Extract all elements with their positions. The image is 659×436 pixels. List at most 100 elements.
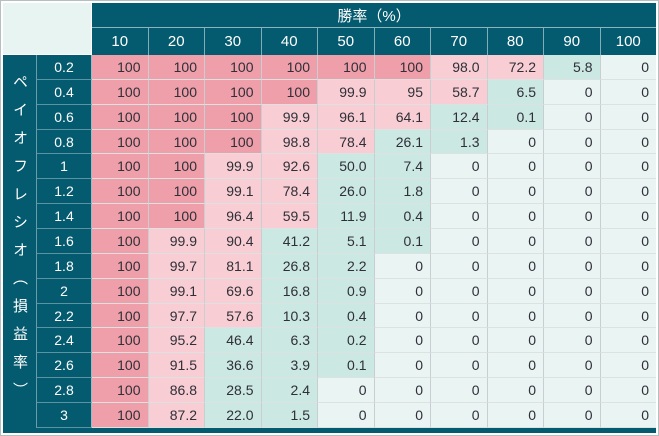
column-header: 30 xyxy=(205,28,262,55)
table-header-block: 勝率（%） 10 20 30 40 50 60 70 80 90 100 xyxy=(3,3,656,55)
data-cell: 96.4 xyxy=(205,204,262,230)
data-cell: 64.1 xyxy=(374,104,431,130)
data-cell: 100 xyxy=(318,55,375,80)
data-cell: 5.1 xyxy=(318,229,375,254)
data-cell: 0 xyxy=(374,353,431,379)
data-cell: 7.4 xyxy=(374,154,431,180)
data-cell: 0 xyxy=(544,378,601,404)
column-header: 100 xyxy=(615,33,641,50)
data-cell: 78.4 xyxy=(261,179,318,205)
data-cell: 1.8 xyxy=(374,179,431,205)
data-cell: 100 xyxy=(92,104,149,130)
data-cell: 0.4 xyxy=(374,204,431,230)
data-cell: 6.5 xyxy=(487,79,544,105)
data-cell: 50.0 xyxy=(318,154,375,180)
data-cell: 1.5 xyxy=(261,403,318,428)
column-header: 70 xyxy=(431,28,488,55)
data-cell: 0 xyxy=(374,278,431,304)
data-cell: 0 xyxy=(487,154,544,180)
data-cell: 81.1 xyxy=(205,253,262,279)
data-cell: 100 xyxy=(92,55,149,80)
data-cell: 100 xyxy=(92,179,149,205)
table-row: 1 100 100 99.9 92.6 50.0 7.4 0 0 0 0 xyxy=(37,154,656,180)
table-row: 1.2 100 100 99.1 78.4 26.0 1.8 0 0 0 0 xyxy=(37,179,656,205)
data-cell: 0 xyxy=(487,328,544,354)
table-body: ペイオフレシオ（損益率） 0.2 100 100 100 100 100 100 98.0 72… xyxy=(3,55,656,428)
row-label: 2 xyxy=(37,278,92,304)
data-cell: 0 xyxy=(600,403,656,428)
data-cell: 12.4 xyxy=(431,104,488,130)
data-cell: 0 xyxy=(544,104,601,130)
data-cell: 90.4 xyxy=(205,229,262,254)
data-cell: 0 xyxy=(431,353,488,379)
data-cell: 0 xyxy=(487,378,544,404)
data-cell: 1.3 xyxy=(431,129,488,155)
data-cell: 0.9 xyxy=(318,278,375,304)
data-cell: 0 xyxy=(487,129,544,155)
table-bottom-border xyxy=(3,428,656,433)
table-grid: 勝率（%） 10 20 30 40 50 60 70 80 90 100 ペイオフレシオ（損益率）… xyxy=(3,3,656,433)
row-label: 2.4 xyxy=(37,328,92,354)
data-cell: 100 xyxy=(92,403,149,428)
data-cell: 58.7 xyxy=(431,79,488,105)
data-cell: 95.2 xyxy=(148,328,205,354)
table-row: 3 100 87.2 22.0 1.5 0 0 0 0 0 0 xyxy=(37,403,656,428)
payoff-ratio-axis-label: ペイオフレシオ（損益率） xyxy=(11,73,28,410)
column-header: 50 xyxy=(318,28,375,55)
data-cell: 100 xyxy=(148,179,205,205)
data-cell: 100 xyxy=(92,253,149,279)
data-cell: 86.8 xyxy=(148,378,205,404)
data-cell: 0 xyxy=(544,328,601,354)
data-cell: 0 xyxy=(431,378,488,404)
column-header: 60 xyxy=(375,28,431,55)
data-cell: 26.8 xyxy=(261,253,318,279)
data-cell: 91.5 xyxy=(148,353,205,379)
data-cell: 0 xyxy=(374,328,431,354)
data-cell: 0 xyxy=(600,104,656,130)
win-rate-header-group: 勝率（%） 10 20 30 40 50 60 70 80 90 100 xyxy=(92,3,656,55)
data-cell: 5.8 xyxy=(544,55,601,80)
data-cell: 0 xyxy=(374,403,431,428)
data-cell: 0.4 xyxy=(318,303,375,329)
table-row: 0.4 100 100 100 100 99.9 95 58.7 6.5 0 0 xyxy=(37,79,656,105)
data-cell: 0 xyxy=(318,403,375,428)
data-cell: 0 xyxy=(431,303,488,329)
table-row: 1.8 100 99.7 81.1 26.8 2.2 0 0 0 0 0 xyxy=(37,253,656,279)
data-cell: 0 xyxy=(544,79,601,105)
data-cell: 0 xyxy=(544,204,601,230)
data-cell: 100 xyxy=(92,229,149,254)
data-cell: 11.9 xyxy=(318,204,375,230)
row-label: 0.6 xyxy=(37,104,92,130)
data-cell: 2.2 xyxy=(318,253,375,279)
data-rows: 0.2 100 100 100 100 100 100 98.0 72.2 5.8 0 0.4 100 1… xyxy=(37,55,656,428)
data-cell: 100 xyxy=(92,79,149,105)
data-cell: 0 xyxy=(374,253,431,279)
row-label: 1 xyxy=(37,154,92,180)
row-label: 2.6 xyxy=(37,353,92,379)
data-cell: 0 xyxy=(487,278,544,304)
row-label: 1.8 xyxy=(37,253,92,279)
data-cell: 99.9 xyxy=(318,79,375,105)
data-cell: 0 xyxy=(544,129,601,155)
data-cell: 28.5 xyxy=(205,378,262,404)
row-label: 0.2 xyxy=(37,55,92,80)
data-cell: 0.1 xyxy=(374,229,431,254)
column-header: 10 xyxy=(92,28,149,55)
data-cell: 0 xyxy=(600,79,656,105)
data-cell: 92.6 xyxy=(261,154,318,180)
data-cell: 46.4 xyxy=(205,328,262,354)
data-cell: 99.1 xyxy=(148,278,205,304)
column-header: 80 xyxy=(488,28,544,55)
data-cell: 0 xyxy=(487,204,544,230)
data-cell: 100 xyxy=(92,328,149,354)
data-cell: 0 xyxy=(487,403,544,428)
data-cell: 0 xyxy=(600,378,656,404)
data-cell: 0 xyxy=(544,303,601,329)
data-cell: 100 xyxy=(92,303,149,329)
data-cell: 99.9 xyxy=(261,104,318,130)
row-label: 1.2 xyxy=(37,179,92,205)
data-cell: 96.1 xyxy=(318,104,375,130)
column-header: 20 xyxy=(149,28,205,55)
data-cell: 0 xyxy=(431,204,488,230)
